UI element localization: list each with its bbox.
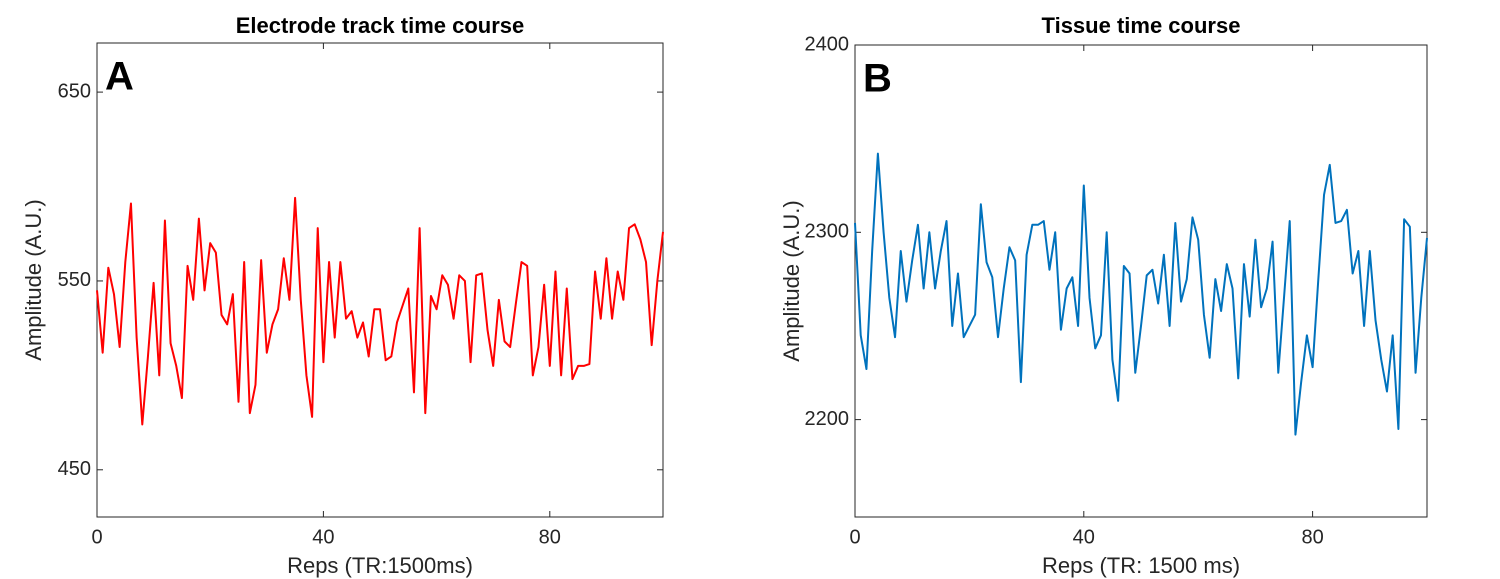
- y-axis-label: Amplitude (A.U.): [779, 200, 804, 361]
- x-axis-label: Reps (TR: 1500 ms): [1042, 553, 1240, 578]
- x-tick-label: 0: [849, 526, 860, 548]
- x-tick-label: 0: [91, 526, 102, 548]
- y-tick-label: 550: [58, 269, 91, 291]
- x-tick-label: 80: [539, 526, 561, 548]
- plot-area: [96, 42, 664, 518]
- chart-title: Electrode track time course: [236, 13, 525, 38]
- panel-letter: B: [863, 57, 892, 101]
- y-tick-label: 2300: [805, 221, 850, 243]
- y-tick-label: 2200: [805, 408, 850, 430]
- y-tick-label: 650: [58, 80, 91, 102]
- plot-area: [854, 44, 1428, 518]
- chart-title: Tissue time course: [1042, 13, 1241, 38]
- x-tick-label: 80: [1301, 526, 1323, 548]
- y-tick-label: 2400: [805, 33, 850, 55]
- x-tick-label: 40: [312, 526, 334, 548]
- y-tick-label: 450: [58, 458, 91, 480]
- data-line: [96, 196, 664, 426]
- x-tick-label: 40: [1073, 526, 1095, 548]
- panel-letter: A: [105, 55, 134, 99]
- y-axis-label: Amplitude (A.U.): [21, 199, 46, 360]
- x-axis-label: Reps (TR:1500ms): [287, 553, 473, 578]
- data-line: [854, 152, 1428, 436]
